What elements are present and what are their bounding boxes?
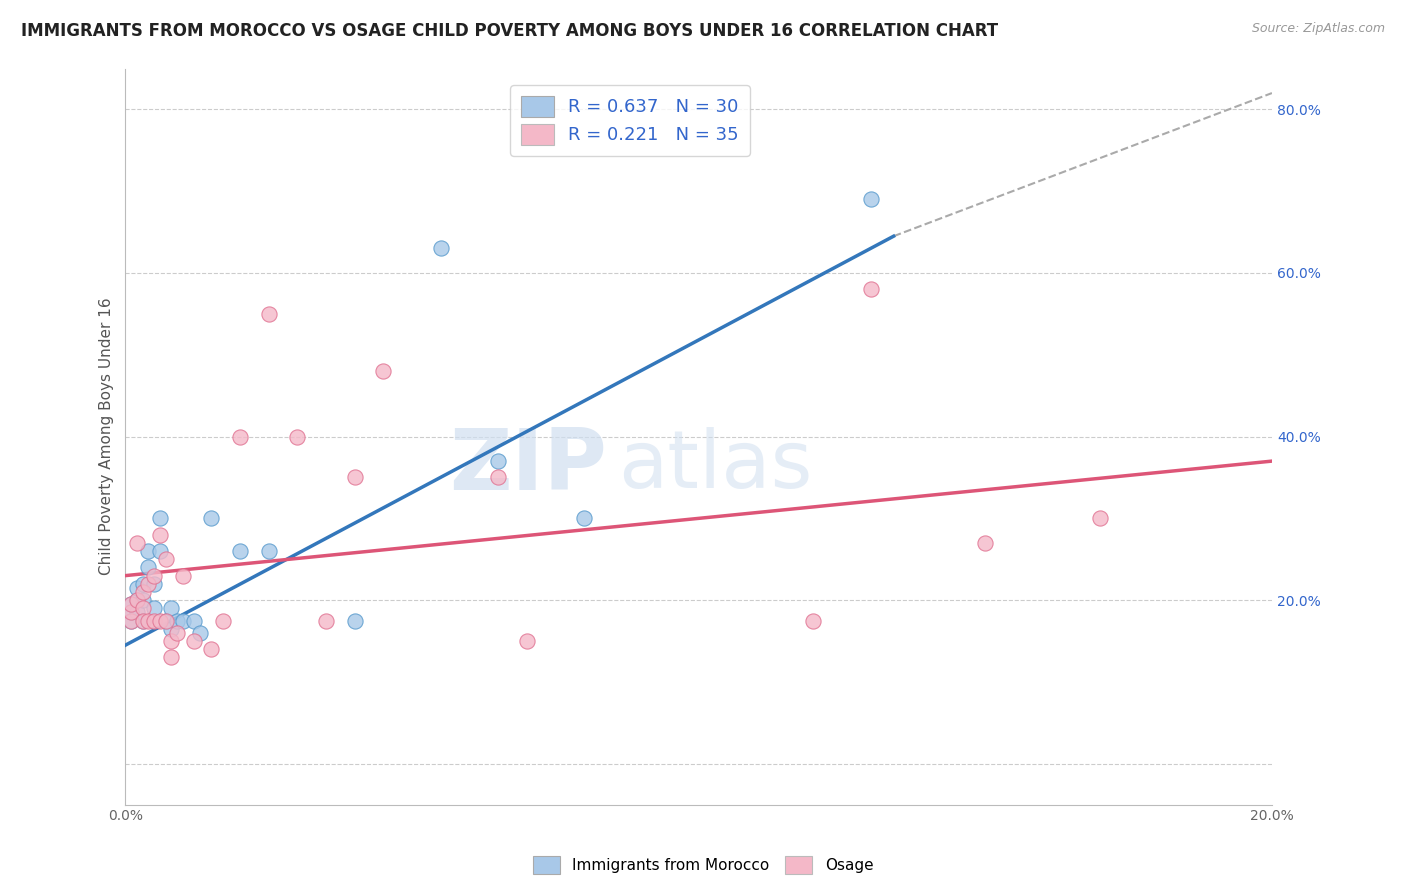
Point [131, 593, 153, 607]
Point [120, 606, 142, 620]
Point [229, 544, 252, 558]
Legend: R = 0.637   N = 30, R = 0.221   N = 35: R = 0.637 N = 30, R = 0.221 N = 35 [510, 85, 749, 155]
Point [155, 552, 177, 566]
Point [200, 511, 222, 525]
Point [516, 634, 538, 648]
Point [149, 544, 172, 558]
Point [1088, 511, 1111, 525]
Point [138, 576, 160, 591]
Point [257, 307, 280, 321]
Point [257, 544, 280, 558]
Point [172, 568, 194, 582]
Point [149, 511, 172, 525]
Point [429, 242, 451, 256]
Text: Source: ZipAtlas.com: Source: ZipAtlas.com [1251, 22, 1385, 36]
Point [183, 614, 205, 628]
Point [125, 593, 148, 607]
Point [287, 429, 309, 443]
Point [160, 601, 183, 615]
Point [138, 614, 160, 628]
Point [120, 597, 142, 611]
Point [160, 622, 183, 636]
Point [974, 536, 997, 550]
Point [149, 527, 172, 541]
Point [125, 606, 148, 620]
Y-axis label: Child Poverty Among Boys Under 16: Child Poverty Among Boys Under 16 [100, 298, 114, 575]
Point [131, 614, 153, 628]
Point [343, 614, 366, 628]
Text: ZIP: ZIP [450, 425, 607, 508]
Point [859, 282, 882, 296]
Point [315, 614, 337, 628]
Point [801, 614, 824, 628]
Point [131, 585, 153, 599]
Point [143, 576, 166, 591]
Point [343, 470, 366, 484]
Point [160, 650, 183, 665]
Point [572, 511, 595, 525]
Point [120, 614, 142, 628]
Point [188, 625, 211, 640]
Point [160, 634, 183, 648]
Point [138, 544, 160, 558]
Point [125, 593, 148, 607]
Point [859, 193, 882, 207]
Point [125, 581, 148, 595]
Point [131, 576, 153, 591]
Point [172, 614, 194, 628]
Point [138, 560, 160, 574]
Text: atlas: atlas [619, 427, 813, 505]
Point [229, 429, 252, 443]
Point [131, 614, 153, 628]
Point [125, 536, 148, 550]
Point [166, 614, 188, 628]
Point [149, 614, 172, 628]
Point [143, 601, 166, 615]
Point [131, 601, 153, 615]
Point [143, 568, 166, 582]
Point [155, 614, 177, 628]
Point [183, 634, 205, 648]
Point [200, 642, 222, 657]
Point [120, 597, 142, 611]
Point [143, 614, 166, 628]
Point [166, 625, 188, 640]
Point [212, 614, 235, 628]
Point [486, 454, 509, 468]
Text: IMMIGRANTS FROM MOROCCO VS OSAGE CHILD POVERTY AMONG BOYS UNDER 16 CORRELATION C: IMMIGRANTS FROM MOROCCO VS OSAGE CHILD P… [21, 22, 998, 40]
Point [120, 614, 142, 628]
Legend: Immigrants from Morocco, Osage: Immigrants from Morocco, Osage [527, 850, 879, 880]
Point [120, 606, 142, 620]
Point [486, 470, 509, 484]
Point [373, 364, 395, 378]
Point [155, 614, 177, 628]
